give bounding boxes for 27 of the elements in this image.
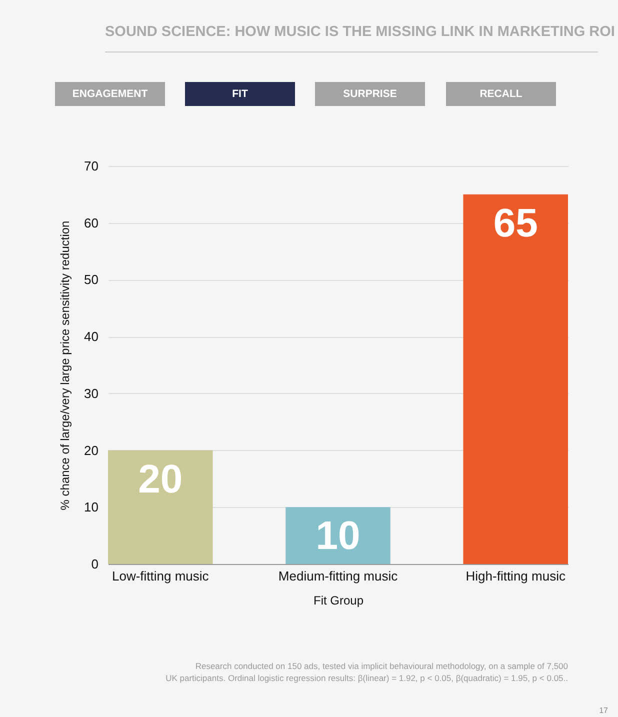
x-tick-label: High-fitting music (466, 568, 566, 584)
data-label: 10 (316, 514, 360, 558)
bar (286, 507, 390, 564)
y-tick-label: 30 (84, 386, 98, 401)
text: SURPRISE (343, 88, 397, 100)
y-tick-label: 40 (84, 329, 98, 344)
y-tick-label: 0 (91, 556, 98, 572)
y-tick-label: 50 (84, 272, 98, 288)
text: FIT (232, 88, 248, 100)
bar (108, 450, 213, 564)
data-label: 20 (138, 457, 183, 502)
y-tick-label: 10 (84, 500, 98, 515)
x-tick-label: Medium-fitting music (278, 568, 398, 584)
bar (463, 194, 568, 564)
text: 17 (599, 706, 609, 715)
chart-title: SOUND SCIENCE: HOW MUSIC IS THE MISSING LINK IN MARKETING ROI (105, 24, 615, 40)
text: RECALL (480, 88, 523, 100)
data-label: 65 (493, 201, 538, 246)
text: Research conducted on 150 ads, tested via implicit behavioural methodology, on a sample of 7,500 (195, 661, 568, 671)
x-axis-title: Fit Group (313, 594, 364, 608)
text: ENGAGEMENT (72, 88, 148, 100)
y-tick-label: 20 (84, 442, 98, 458)
x-tick-label: Low-fitting music (112, 568, 210, 584)
text: UK participants. Ordinal logistic regression results: β(linear) = 1.92, p < 0.05, β(quadratic) = 1.95, p < 0.05.. (166, 673, 568, 683)
y-tick-label: 70 (84, 158, 98, 174)
y-axis-title: % chance of large/very large price sensitivity reduction (58, 220, 72, 510)
y-tick-label: 60 (84, 215, 98, 230)
